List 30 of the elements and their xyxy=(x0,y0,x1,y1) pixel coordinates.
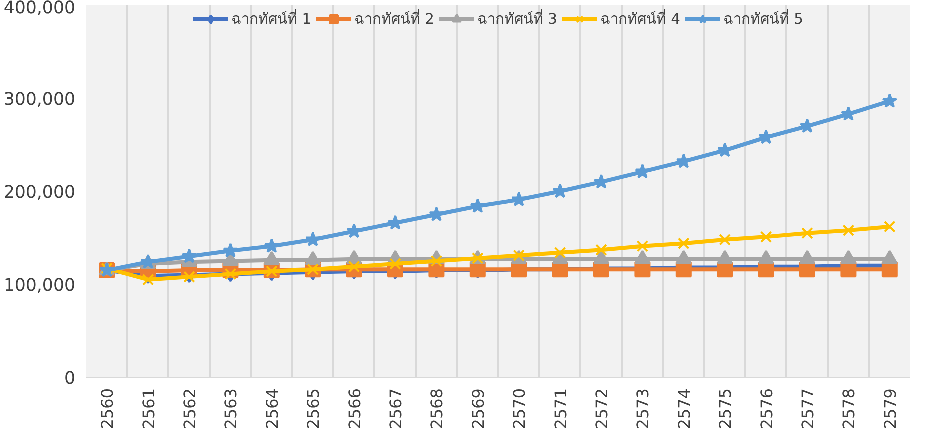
x-tick-label: 2577 xyxy=(798,388,818,430)
x-tick-label: 2571 xyxy=(551,388,570,430)
y-tick-label: 200,000 xyxy=(4,183,76,203)
x-tick-label: 2573 xyxy=(634,388,653,430)
x-tick-label: 2572 xyxy=(592,388,612,430)
x-tick-label: 2569 xyxy=(468,388,488,430)
x-tick-label: 2562 xyxy=(180,388,200,430)
y-tick-label: 300,000 xyxy=(4,90,76,110)
legend-label: ฉากทัศน์ที่ 2 xyxy=(354,8,435,30)
x-tick-label: 2574 xyxy=(674,388,694,430)
y-tick-label: 100,000 xyxy=(4,276,76,296)
x-tick-label: 2578 xyxy=(840,388,859,430)
legend-label: ฉากทัศน์ที่ 3 xyxy=(478,8,558,30)
x-tick-label: 2564 xyxy=(262,388,282,430)
x-tick-label: 2565 xyxy=(304,388,324,430)
x-tick-label: 2561 xyxy=(139,388,158,430)
x-tick-label: 2579 xyxy=(880,388,900,430)
legend-label: ฉากทัศน์ที่ 4 xyxy=(600,8,680,30)
legend-label: ฉากทัศน์ที่ 5 xyxy=(723,8,804,30)
x-tick-label: 2560 xyxy=(98,388,118,430)
legend-label: ฉากทัศน์ที่ 1 xyxy=(232,8,312,30)
x-tick-label: 2570 xyxy=(510,388,530,430)
y-tick-label: 0 xyxy=(64,369,76,389)
x-tick-label: 2567 xyxy=(386,388,406,430)
x-tick-label: 2576 xyxy=(757,388,776,430)
x-tick-label: 2563 xyxy=(222,388,241,430)
y-tick-label: 400,000 xyxy=(4,0,76,18)
x-tick-label: 2568 xyxy=(428,388,447,430)
x-tick-label: 2575 xyxy=(716,388,736,430)
x-tick-label: 2566 xyxy=(345,388,364,430)
